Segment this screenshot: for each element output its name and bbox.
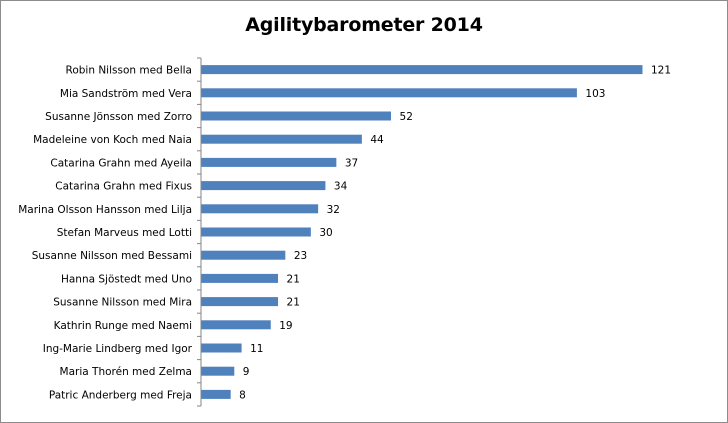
value-label: 21 <box>287 297 300 309</box>
value-label: 44 <box>370 134 384 146</box>
value-label: 30 <box>319 227 332 239</box>
bar <box>201 273 279 283</box>
category-label: Patric Anderberg med Freja <box>49 389 192 401</box>
value-label: 32 <box>327 204 340 216</box>
category-label: Marina Olsson Hansson med Lilja <box>18 204 192 216</box>
bar <box>201 250 286 260</box>
bar <box>201 157 337 167</box>
bar <box>201 134 362 144</box>
bar <box>201 204 319 214</box>
value-labels-group: 121 103 52 44 37 34 32 30 23 21 21 19 119 8 <box>239 65 671 402</box>
category-label: Hanna Sjöstedt med Uno <box>61 273 192 285</box>
bar <box>201 88 577 98</box>
bar <box>201 227 311 237</box>
category-labels-group: Robin Nilsson med Bella Mia Sandström med… <box>18 65 192 402</box>
category-label: Susanne Jönsson med Zorro <box>45 111 192 123</box>
value-label: 103 <box>585 88 605 100</box>
category-label: Robin Nilsson med Bella <box>66 65 193 77</box>
category-label: Catarina Grahn med Ayeila <box>50 157 192 169</box>
bars-group <box>201 65 643 399</box>
axis-ticks-group <box>197 57 201 407</box>
value-label: 34 <box>334 181 348 193</box>
category-label: Madeleine von Koch med Naia <box>33 134 192 146</box>
bar <box>201 389 231 399</box>
chart-title: Agilitybarometer 2014 <box>245 14 483 36</box>
category-label: Mia Sandström med Vera <box>60 88 192 100</box>
value-label: 19 <box>279 320 292 332</box>
value-label: 121 <box>651 65 671 77</box>
value-label: 52 <box>400 111 413 123</box>
value-label: 21 <box>287 273 300 285</box>
value-label: 8 <box>239 389 246 401</box>
value-label: 9 <box>243 366 250 378</box>
category-label: Stefan Marveus med Lotti <box>57 227 192 239</box>
bar <box>201 366 235 376</box>
category-label: Ing-Marie Lindberg med Igor <box>43 343 193 355</box>
bar <box>201 297 279 307</box>
category-label: Maria Thorén med Zelma <box>60 366 192 378</box>
value-label: 11 <box>250 343 263 355</box>
category-label: Kathrin Runge med Naemi <box>54 320 192 332</box>
bar <box>201 65 643 75</box>
bar <box>201 320 271 330</box>
bar <box>201 343 242 353</box>
bar <box>201 181 326 191</box>
value-label: 23 <box>294 250 307 262</box>
category-label: Susanne Nilsson med Bessami <box>32 250 192 262</box>
category-label: Catarina Grahn med Fixus <box>55 181 192 193</box>
category-label: Susanne Nilsson med Mira <box>53 297 192 309</box>
value-label: 37 <box>345 157 358 169</box>
bar <box>201 111 392 121</box>
